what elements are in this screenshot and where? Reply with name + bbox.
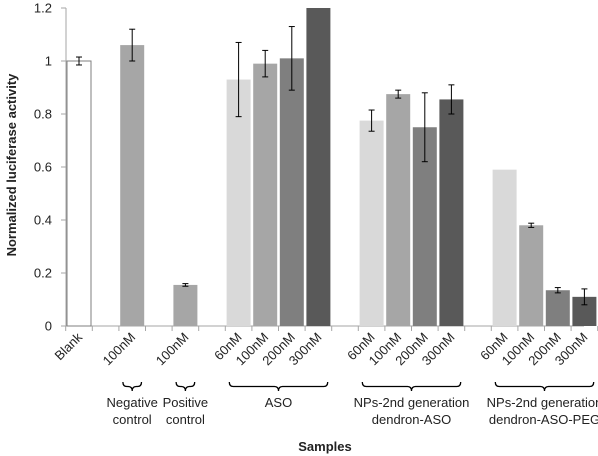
bar <box>173 284 198 326</box>
bar <box>386 94 411 326</box>
group-label: control <box>166 412 205 427</box>
group-brace <box>494 381 595 392</box>
x-axis-title: Samples <box>298 439 351 454</box>
bar <box>545 290 570 326</box>
bar <box>279 58 304 326</box>
bar <box>120 45 145 326</box>
bar <box>519 225 544 326</box>
x-tick-label: 100nM <box>153 330 192 369</box>
group-label: control <box>113 412 152 427</box>
error-bars <box>76 26 588 306</box>
x-tick-label: Blank <box>52 329 86 363</box>
x-tick-label: 100nM <box>100 330 139 369</box>
y-tick-label: 0.6 <box>34 160 52 175</box>
bar <box>359 120 384 326</box>
group-brace <box>361 381 462 392</box>
bar <box>66 60 92 327</box>
group-label: Negative <box>107 395 158 410</box>
group-label: NPs-2nd generation <box>354 395 470 410</box>
y-tick-label: 0.8 <box>34 107 52 122</box>
group-label: dendron-ASO <box>372 412 452 427</box>
bar <box>226 79 251 326</box>
group-brace <box>175 381 196 392</box>
bar <box>253 63 278 327</box>
group-label: ASO <box>265 395 292 410</box>
group-label: dendron-ASO-PEG <box>489 412 598 427</box>
bar <box>306 8 331 326</box>
group-label: Positive <box>163 395 209 410</box>
y-tick-label: 0.4 <box>34 213 52 228</box>
bar <box>492 169 517 326</box>
y-axis-title: Normalized luciferase activity <box>4 73 19 257</box>
group-label: NPs-2nd generation <box>487 395 598 410</box>
group-brace <box>122 381 143 392</box>
y-tick-label: 0.2 <box>34 266 52 281</box>
group-brace <box>228 381 329 392</box>
bar <box>439 99 464 326</box>
axes: 0 0.2 0.4 0.6 0.8 1 1.2 <box>34 1 598 334</box>
bars <box>66 8 597 327</box>
group-labels: Negative control Positive control ASO NPs-2nd… <box>107 381 598 427</box>
y-tick-label: 1.2 <box>34 1 52 16</box>
y-tick-label: 1 <box>45 54 52 69</box>
y-tick-label: 0 <box>45 319 52 334</box>
